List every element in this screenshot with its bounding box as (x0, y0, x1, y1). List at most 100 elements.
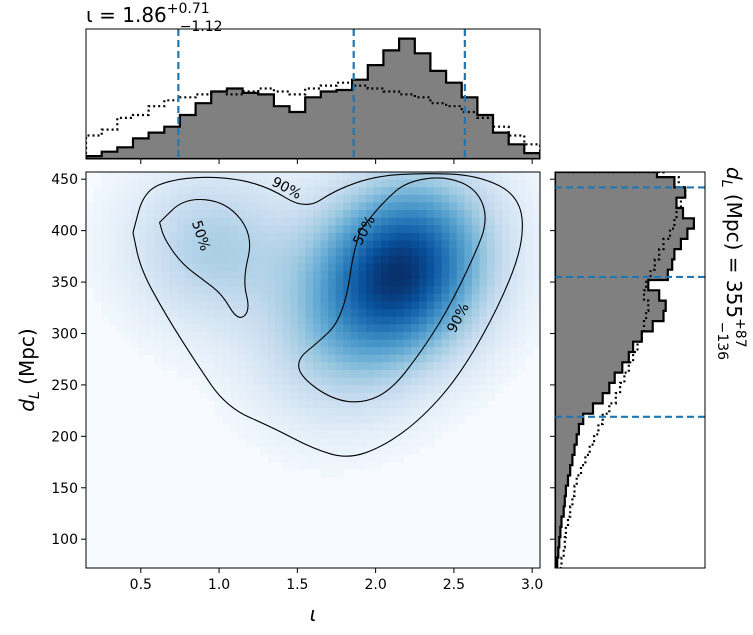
heatmap-cell (532, 194, 540, 204)
heatmap-cell (479, 301, 488, 310)
heatmap-cell (199, 324, 208, 333)
heatmap-cell (138, 232, 148, 242)
heatmap-cell (434, 400, 443, 409)
heatmap-cell (320, 293, 329, 303)
heatmap-cell (237, 263, 246, 272)
heatmap-cell (267, 248, 276, 257)
heatmap-cell (335, 392, 344, 402)
heatmap-cell (509, 301, 518, 310)
heatmap-cell (418, 301, 428, 310)
heatmap-cell (123, 248, 132, 257)
heatmap-cell (456, 309, 465, 318)
heatmap-cell (411, 248, 420, 257)
heatmap-cell (191, 324, 201, 333)
heatmap-cell (426, 286, 435, 295)
heatmap-cell (524, 331, 534, 341)
heatmap-cell (237, 240, 246, 249)
heatmap-cell (252, 400, 261, 409)
heatmap-cell (441, 232, 450, 242)
heatmap-cell (502, 331, 511, 341)
heatmap-cell (101, 271, 110, 280)
heatmap-cell (426, 271, 435, 280)
heatmap-cell (403, 408, 412, 417)
heatmap-cell (199, 331, 208, 341)
heatmap-cell (328, 278, 337, 287)
heatmap-cell (411, 339, 420, 348)
heatmap-cell (282, 400, 291, 409)
heatmap-cell (116, 210, 125, 219)
main-ylabel: dL (Mpc) (15, 328, 43, 411)
heatmap-cell (388, 400, 397, 409)
heatmap-cell (456, 225, 465, 234)
heatmap-cell (381, 324, 390, 333)
heatmap-cell (396, 309, 405, 318)
heatmap-cell (169, 202, 178, 211)
heatmap-cell (449, 232, 458, 242)
heatmap-cell (282, 392, 291, 402)
heatmap-cell (365, 415, 375, 424)
heatmap-cell (396, 377, 405, 386)
heatmap-cell (252, 415, 261, 424)
heatmap-cell (199, 217, 208, 226)
heatmap-cell (290, 286, 299, 295)
heatmap-cell (441, 263, 450, 272)
heatmap-cell (214, 347, 223, 356)
heatmap-cell (381, 354, 390, 363)
heatmap-cell (290, 278, 299, 287)
heatmap-cell (464, 309, 473, 318)
heatmap-cell (313, 392, 322, 402)
heatmap-cell (343, 415, 352, 424)
heatmap-cell (335, 339, 344, 348)
heatmap-cell (313, 286, 322, 295)
heatmap-cell (479, 400, 488, 409)
heatmap-cell (184, 255, 193, 264)
heatmap-cell (252, 263, 261, 272)
heatmap-cell (123, 187, 132, 196)
heatmap-cell (381, 187, 390, 196)
heatmap-cell (449, 271, 458, 280)
heatmap-cell (191, 286, 201, 295)
heatmap-cell (184, 324, 193, 333)
heatmap-cell (335, 461, 344, 470)
heatmap-cell (365, 286, 375, 295)
heatmap-cell (441, 423, 450, 432)
heatmap-cell (108, 255, 117, 264)
heatmap-cell (350, 240, 359, 249)
heatmap-cell (305, 324, 314, 333)
heatmap-cell (275, 423, 284, 432)
heatmap-cell (464, 202, 473, 211)
heatmap-cell (267, 392, 276, 402)
heatmap-cell (411, 385, 420, 394)
heatmap-cell (373, 400, 382, 409)
heatmap-cell (199, 225, 208, 234)
heatmap-cell (388, 271, 397, 280)
heatmap-cell (388, 194, 397, 204)
heatmap-cell (260, 438, 269, 447)
heatmap-cell (214, 400, 223, 409)
heatmap-cell (471, 408, 481, 417)
heatmap-cell (524, 202, 534, 211)
heatmap-cell (123, 331, 132, 341)
heatmap-cell (434, 278, 443, 287)
heatmap-cell (237, 415, 246, 424)
heatmap-cell (335, 217, 344, 226)
heatmap-cell (116, 255, 125, 264)
heatmap-cell (297, 248, 307, 257)
heatmap-cell (146, 286, 155, 295)
heatmap-cell (350, 354, 359, 363)
heatmap-cell (365, 392, 375, 402)
heatmap-cell (350, 210, 359, 219)
heatmap-cell (229, 248, 238, 257)
heatmap-cell (449, 400, 458, 409)
heatmap-cell (244, 392, 254, 402)
heatmap-cell (244, 408, 254, 417)
heatmap-cell (161, 286, 170, 295)
heatmap-cell (335, 210, 344, 219)
heatmap-cell (199, 202, 208, 211)
heatmap-cell (365, 301, 375, 310)
heatmap-cell (524, 263, 534, 272)
heatmap-cell (365, 194, 375, 204)
heatmap-cell (464, 301, 473, 310)
heatmap-cell (275, 362, 284, 371)
heatmap-cell (244, 217, 254, 226)
